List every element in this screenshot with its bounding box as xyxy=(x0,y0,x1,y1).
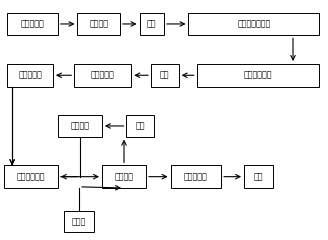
Text: 置于真空箱: 置于真空箱 xyxy=(18,71,42,80)
Bar xyxy=(151,64,179,87)
Text: 抽取真空: 抽取真空 xyxy=(114,172,133,181)
Bar xyxy=(58,115,102,137)
Bar xyxy=(244,165,274,188)
Text: 灼烧涂层: 灼烧涂层 xyxy=(89,19,108,29)
Bar xyxy=(102,165,146,188)
Bar xyxy=(139,13,164,35)
Bar xyxy=(74,64,131,87)
Text: 封口: 封口 xyxy=(147,19,156,29)
Bar xyxy=(7,64,53,87)
Bar xyxy=(7,13,58,35)
Text: 填充气体: 填充气体 xyxy=(71,121,90,131)
Bar xyxy=(189,13,319,35)
Text: 真空下封管: 真空下封管 xyxy=(184,172,208,181)
Bar xyxy=(197,64,319,87)
Text: 关气阀: 关气阀 xyxy=(72,217,86,226)
Text: 离心: 离心 xyxy=(160,71,170,80)
Text: 截取毛细管: 截取毛细管 xyxy=(21,19,44,29)
Text: 体式镜检测: 体式镜检测 xyxy=(91,71,114,80)
Bar xyxy=(4,165,58,188)
Text: 检测: 检测 xyxy=(254,172,263,181)
Bar xyxy=(64,211,94,232)
Text: 填充流体介质: 填充流体介质 xyxy=(244,71,272,80)
Text: 清洗毛细管表层: 清洗毛细管表层 xyxy=(237,19,271,29)
Text: 冷冻流体介质: 冷冻流体介质 xyxy=(17,172,45,181)
Bar xyxy=(77,13,120,35)
Bar xyxy=(171,165,221,188)
Text: 解冻: 解冻 xyxy=(135,121,145,131)
Bar xyxy=(126,115,154,137)
